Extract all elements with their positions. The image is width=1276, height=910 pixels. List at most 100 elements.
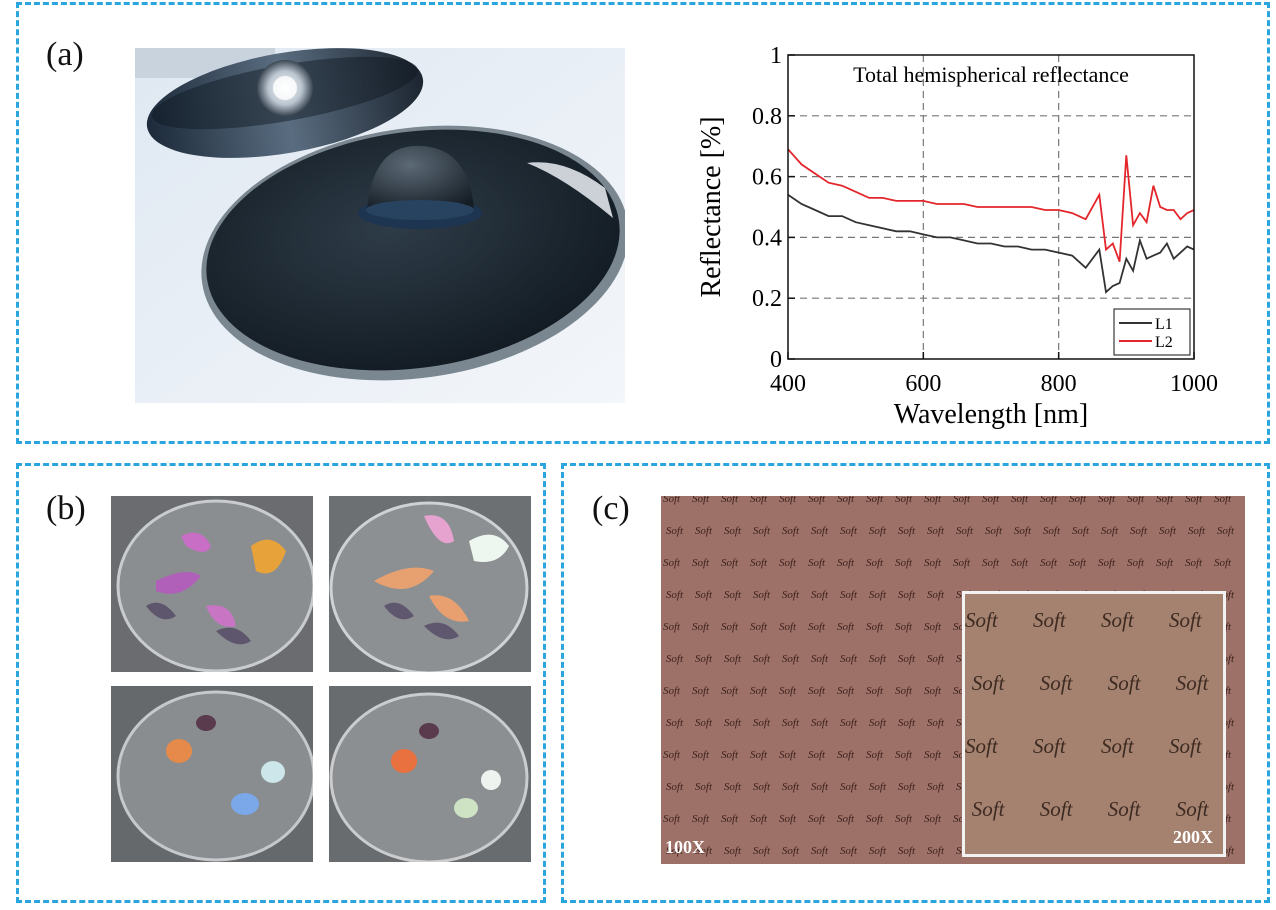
pattern-word: Soft bbox=[869, 717, 887, 729]
chart-grid bbox=[788, 55, 1194, 359]
pattern-word: Soft bbox=[1108, 671, 1142, 695]
pattern-word: Soft bbox=[692, 749, 710, 761]
pattern-word: Soft bbox=[721, 496, 739, 505]
pattern-word: Soft bbox=[898, 653, 916, 665]
panel-c-label: (c) bbox=[592, 490, 630, 527]
pattern-word: Soft bbox=[779, 685, 797, 697]
pattern-word: Soft bbox=[1156, 496, 1174, 505]
pattern-word: Soft bbox=[927, 525, 945, 537]
pattern-word: Soft bbox=[724, 653, 742, 665]
pattern-word: Soft bbox=[927, 845, 945, 857]
pattern-word: Soft bbox=[840, 589, 858, 601]
pattern-word: Soft bbox=[692, 557, 710, 569]
pattern-word: Soft bbox=[724, 781, 742, 793]
magnification-label: 100X bbox=[665, 837, 705, 857]
pattern-word: Soft bbox=[840, 653, 858, 665]
photo-b-tl-graphic bbox=[111, 496, 313, 672]
pattern-word: Soft bbox=[1169, 734, 1203, 758]
pattern-word: Soft bbox=[663, 685, 681, 697]
pattern-word: Soft bbox=[750, 557, 768, 569]
inset-pattern-graphic: Soft Soft Soft Soft Soft Soft Soft Soft Soft Soft… bbox=[965, 608, 1210, 821]
pattern-word: Soft bbox=[753, 589, 771, 601]
pattern-word: Soft bbox=[1176, 671, 1210, 695]
pattern-word: Soft bbox=[811, 845, 829, 857]
pattern-word: Soft bbox=[1169, 608, 1203, 632]
pattern-word: Soft bbox=[721, 557, 739, 569]
pattern-word: Soft bbox=[869, 589, 887, 601]
pattern-word: Soft bbox=[782, 525, 800, 537]
pattern-word: Soft bbox=[1159, 525, 1177, 537]
series-line-L1 bbox=[787, 194, 1195, 294]
y-tick-label: 0.8 bbox=[752, 104, 782, 130]
pattern-word: Soft bbox=[811, 781, 829, 793]
pattern-word: Soft bbox=[663, 749, 681, 761]
photo-b-tr-graphic bbox=[329, 496, 531, 672]
wafer-photo-graphic bbox=[135, 48, 625, 403]
chart-x-axis-label: Wavelength [nm] bbox=[894, 399, 1088, 430]
pattern-word: Soft bbox=[837, 496, 855, 505]
reflectance-chart: 400 600 800 1000 0 0.2 0.4 0.6 0.8 1 Total hemisp… bbox=[696, 43, 1218, 430]
pattern-word: Soft bbox=[982, 557, 1000, 569]
pattern-word: Soft bbox=[692, 496, 710, 505]
pattern-word: Soft bbox=[663, 621, 681, 633]
pattern-word: Soft bbox=[753, 653, 771, 665]
pattern-word: Soft bbox=[753, 845, 771, 857]
panel-c-frame bbox=[561, 463, 1270, 903]
pattern-word: Soft bbox=[779, 621, 797, 633]
pattern-word: Soft bbox=[1011, 496, 1029, 505]
pattern-word: Soft bbox=[779, 557, 797, 569]
pattern-word: Soft bbox=[965, 608, 999, 632]
pattern-word: Soft bbox=[972, 797, 1006, 821]
pattern-word: Soft bbox=[779, 496, 797, 505]
pattern-word: Soft bbox=[866, 685, 884, 697]
x-tick-label: 400 bbox=[770, 371, 806, 397]
panel-a-frame bbox=[16, 2, 1270, 444]
chart-ticks: 400 600 800 1000 0 0.2 0.4 0.6 0.8 1 bbox=[752, 43, 1218, 397]
pattern-word: Soft bbox=[750, 621, 768, 633]
pattern-word: Soft bbox=[927, 781, 945, 793]
pattern-word: Soft bbox=[895, 496, 913, 505]
pattern-word: Soft bbox=[1214, 557, 1232, 569]
pattern-word: Soft bbox=[924, 496, 942, 505]
pattern-word: Soft bbox=[666, 717, 684, 729]
pattern-word: Soft bbox=[750, 749, 768, 761]
pattern-word: Soft bbox=[895, 749, 913, 761]
pattern-word: Soft bbox=[840, 525, 858, 537]
photo-b-br-graphic bbox=[329, 686, 531, 862]
pattern-word: Soft bbox=[666, 781, 684, 793]
pattern-word: Soft bbox=[965, 734, 999, 758]
pattern-word: Soft bbox=[1185, 557, 1203, 569]
panel-b-label: (b) bbox=[46, 490, 86, 527]
pattern-word: Soft bbox=[811, 717, 829, 729]
pattern-word: Soft bbox=[779, 813, 797, 825]
pattern-word: Soft bbox=[840, 717, 858, 729]
pattern-word: Soft bbox=[721, 813, 739, 825]
series-line-L2 bbox=[787, 148, 1195, 263]
pattern-word: Soft bbox=[695, 653, 713, 665]
pattern-word: Soft bbox=[695, 717, 713, 729]
pattern-word: Soft bbox=[869, 653, 887, 665]
x-tick-label: 800 bbox=[1041, 371, 1077, 397]
pattern-word: Soft bbox=[1108, 797, 1142, 821]
y-tick-label: 0 bbox=[770, 347, 782, 373]
pattern-word: Soft bbox=[782, 589, 800, 601]
x-tick-label: 600 bbox=[905, 371, 941, 397]
pattern-word: Soft bbox=[779, 749, 797, 761]
pattern-word: Soft bbox=[924, 557, 942, 569]
pattern-word: Soft bbox=[840, 845, 858, 857]
pattern-word: Soft bbox=[869, 845, 887, 857]
pattern-word: Soft bbox=[1127, 496, 1145, 505]
pattern-word: Soft bbox=[895, 813, 913, 825]
y-tick-label: 0.4 bbox=[752, 225, 782, 251]
pattern-word: Soft bbox=[1040, 496, 1058, 505]
pattern-word: Soft bbox=[808, 621, 826, 633]
pattern-word: Soft bbox=[1214, 496, 1232, 505]
pattern-word: Soft bbox=[982, 496, 1000, 505]
pattern-word: Soft bbox=[666, 653, 684, 665]
pattern-word: Soft bbox=[695, 589, 713, 601]
pattern-word: Soft bbox=[985, 525, 1003, 537]
pattern-word: Soft bbox=[695, 525, 713, 537]
pattern-word: Soft bbox=[721, 749, 739, 761]
pattern-word: Soft bbox=[953, 557, 971, 569]
y-tick-label: 1 bbox=[770, 43, 782, 69]
